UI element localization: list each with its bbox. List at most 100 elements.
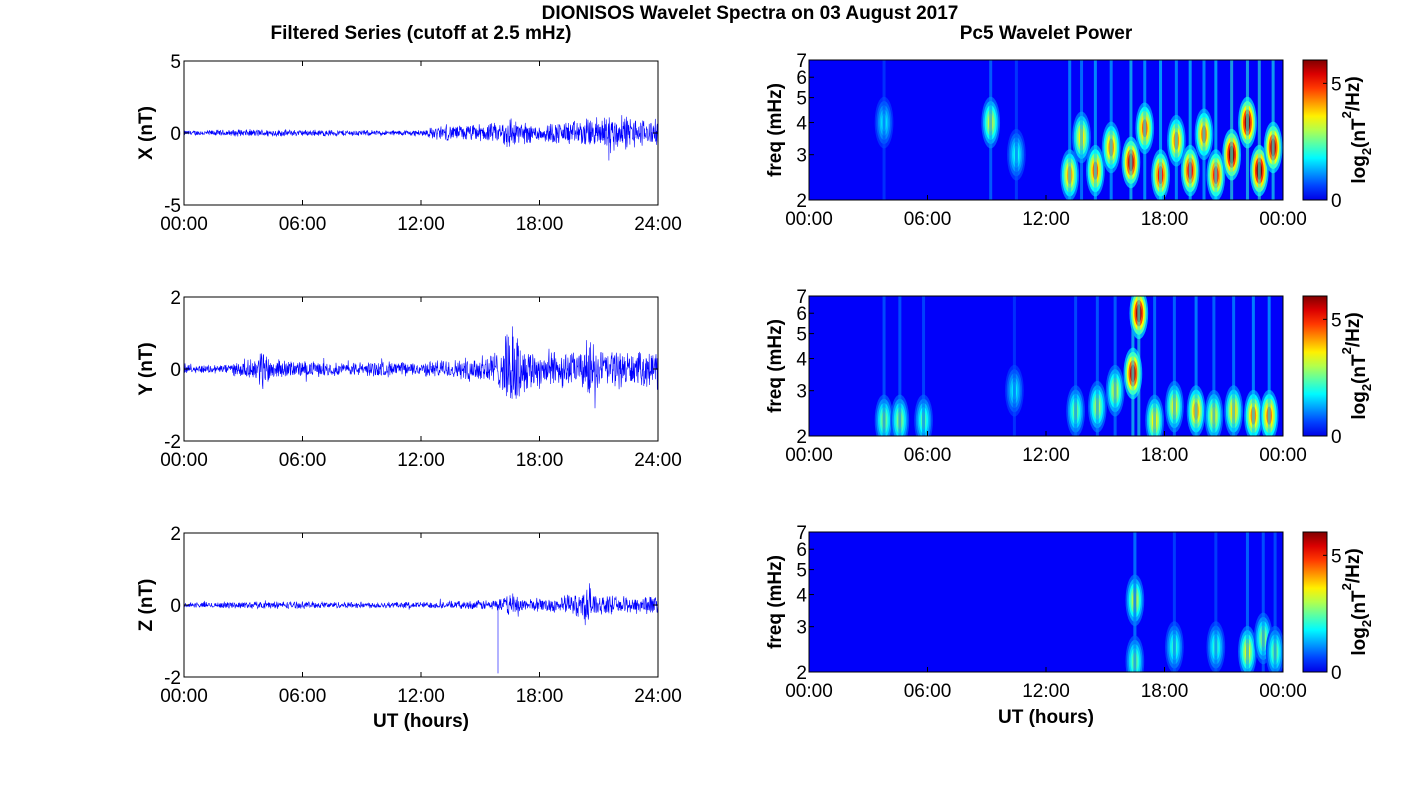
wavelet-streak	[1172, 296, 1176, 436]
wavelet-streak	[1113, 296, 1117, 436]
wavelet-streak	[1174, 60, 1178, 200]
wavelet-streak	[1133, 532, 1137, 672]
colorbar-label-part: log	[1349, 627, 1370, 656]
series-trace-z	[183, 583, 659, 674]
wavelet-streak	[922, 296, 926, 436]
wavelet-streak	[1093, 60, 1097, 200]
wavelet-streak	[1172, 532, 1176, 672]
wavelet-streak	[1257, 60, 1261, 200]
y-tick-label: -2	[164, 668, 181, 689]
y-tick-label: 5	[796, 325, 807, 346]
wavelet-streak	[1074, 296, 1078, 436]
colorbar-label-part: (nT	[1349, 590, 1370, 620]
colorbar-label-part: 2	[1339, 347, 1354, 354]
y-tick-label: 0	[170, 360, 181, 381]
x-tick-label: 18:00	[516, 450, 564, 471]
wavelet-blobs	[874, 296, 1279, 436]
colorbar-label-part: (nT	[1349, 118, 1370, 148]
x-tick-label: 12:00	[1022, 681, 1070, 702]
y-tick-label: 7	[796, 51, 807, 72]
x-tick-label: 12:00	[397, 214, 445, 235]
series-trace-x	[183, 115, 659, 161]
x-tick-label: 06:00	[904, 681, 952, 702]
colorbar-label: log2(nT2/Hz)	[1339, 312, 1374, 419]
wavelet-streak	[1214, 60, 1218, 200]
x-tick-label: 00:00	[1259, 681, 1307, 702]
wavelet-streak	[1245, 532, 1249, 672]
y-tick-label: -5	[164, 196, 181, 217]
wavelet-background	[809, 532, 1283, 672]
y-tick-label: 2	[796, 663, 807, 684]
x-tick-label: 06:00	[279, 214, 327, 235]
x-tick-label: 00:00	[1259, 445, 1307, 466]
y-tick-label: 2	[796, 427, 807, 448]
colorbar-tick-label: 5	[1331, 74, 1342, 95]
wavelet-streak	[1212, 296, 1216, 436]
wavelet-streak	[1068, 60, 1072, 200]
colorbar-label: log2(nT2/Hz)	[1339, 76, 1374, 183]
colorbar-label-part: /Hz)	[1343, 76, 1364, 111]
x-tick-label: 06:00	[279, 686, 327, 707]
x-tick-label: 18:00	[516, 686, 564, 707]
wavelet-streak	[882, 296, 886, 436]
x-tick-label: 00:00	[1259, 209, 1307, 230]
wavelet-streak	[882, 60, 886, 200]
y-tick-label: 2	[170, 524, 181, 545]
y-tick-label: 5	[796, 561, 807, 582]
wavelet-streak	[1230, 60, 1234, 200]
colorbar-bar	[1302, 531, 1328, 673]
x-tick-label: 12:00	[397, 450, 445, 471]
wavelet-streak	[1245, 60, 1249, 200]
y-axis-label: freq (mHz)	[765, 319, 786, 413]
y-tick-label: 5	[796, 89, 807, 110]
x-tick-label: 00:00	[785, 445, 833, 466]
x-tick-label: 06:00	[904, 445, 952, 466]
colorbar-label-part: (nT	[1349, 354, 1370, 384]
colorbar-tick-label: 0	[1331, 427, 1342, 448]
wavelet-streak	[1143, 60, 1147, 200]
colorbar-label-part: 2	[1339, 583, 1354, 590]
y-tick-label: 4	[796, 114, 807, 135]
colorbar-label-part: 2	[1359, 148, 1374, 155]
colorbar-label: log2(nT2/Hz)	[1339, 548, 1374, 655]
series-trace-y	[183, 326, 659, 409]
colorbar-tick-label: 0	[1331, 663, 1342, 684]
wavelet-streak	[1153, 296, 1157, 436]
wavelet-streak	[1273, 532, 1277, 672]
wavelet-streak	[1159, 60, 1163, 200]
x-tick-label: 24:00	[634, 450, 682, 471]
y-tick-label: 3	[796, 382, 807, 403]
y-tick-label: 0	[170, 596, 181, 617]
wavelet-streak	[1131, 296, 1135, 436]
y-tick-label: 7	[796, 287, 807, 308]
y-axis-label: freq (mHz)	[765, 83, 786, 177]
wavelet-streak	[1014, 60, 1018, 200]
wavelet-streak	[1109, 60, 1113, 200]
wavelet-streak	[1194, 296, 1198, 436]
colorbar-label-part: 2	[1359, 620, 1374, 627]
y-tick-label: 3	[796, 618, 807, 639]
x-tick-label: 18:00	[516, 214, 564, 235]
wavelet-streak	[1232, 296, 1236, 436]
y-tick-label: 6	[796, 540, 807, 561]
x-tick-label: 06:00	[904, 209, 952, 230]
x-tick-label: 00:00	[785, 209, 833, 230]
x-tick-label: 00:00	[785, 681, 833, 702]
y-tick-label: 6	[796, 304, 807, 325]
y-tick-label: 2	[796, 191, 807, 212]
colorbar-label-part: /Hz)	[1343, 312, 1364, 347]
wavelet-streak	[1129, 60, 1133, 200]
x-tick-label: 12:00	[1022, 209, 1070, 230]
x-tick-label: 12:00	[397, 686, 445, 707]
y-tick-label: 3	[796, 146, 807, 167]
wavelet-streak	[1271, 60, 1275, 200]
wavelet-streak	[1012, 296, 1016, 436]
y-tick-label: 0	[170, 124, 181, 145]
wavelet-streak	[1261, 532, 1265, 672]
colorbar-bar	[1302, 59, 1328, 201]
